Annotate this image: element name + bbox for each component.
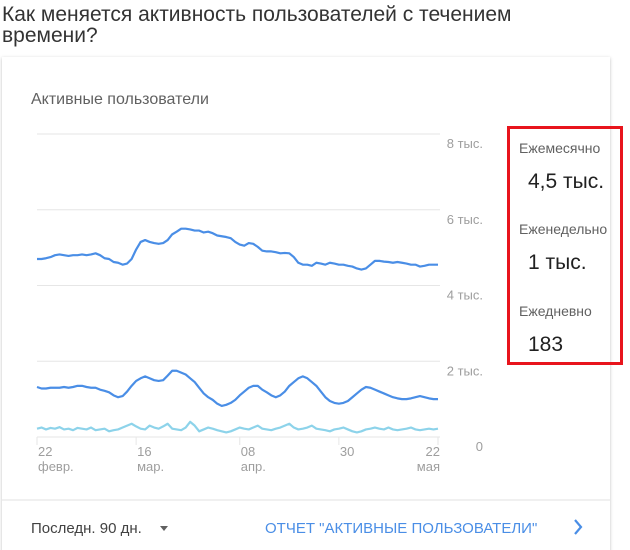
x-tick-label: 30: [340, 444, 354, 459]
dropdown-arrow[interactable]: [160, 526, 168, 531]
y-tick-label: 0: [476, 439, 483, 454]
y-tick-label: 8 тыс.: [447, 136, 483, 151]
page-title: Как меняется активность пользователей с …: [2, 3, 512, 47]
x-tick-label: 22 февр.: [38, 444, 74, 474]
series-line: [37, 227, 438, 271]
highlight-box: [507, 126, 623, 365]
report-chevron[interactable]: [574, 519, 583, 535]
y-tick-label: 6 тыс.: [447, 212, 483, 227]
summary-value: 1 тыс.: [528, 251, 587, 274]
summary-label: Ежедневно: [519, 303, 592, 319]
summary-label: Еженедельно: [519, 221, 607, 237]
series-line: [36, 420, 439, 434]
series-line: [36, 369, 438, 408]
summary-label: Ежемесячно: [519, 140, 601, 156]
summary-value: 183: [528, 333, 563, 356]
x-tick-label: 22 мая: [417, 444, 440, 474]
x-tick-label: 08 апр.: [241, 444, 266, 474]
date-range[interactable]: Последн. 90 дн.: [31, 520, 142, 537]
chart-title: Активные пользователи: [31, 91, 209, 108]
summary-value: 4,5 тыс.: [528, 170, 604, 193]
y-tick-label: 2 тыс.: [447, 363, 483, 378]
x-tick-label: 16 мар.: [137, 444, 164, 474]
y-tick-label: 4 тыс.: [447, 288, 483, 303]
report-link[interactable]: ОТЧЕТ "АКТИВНЫЕ ПОЛЬЗОВАТЕЛИ": [265, 520, 537, 537]
